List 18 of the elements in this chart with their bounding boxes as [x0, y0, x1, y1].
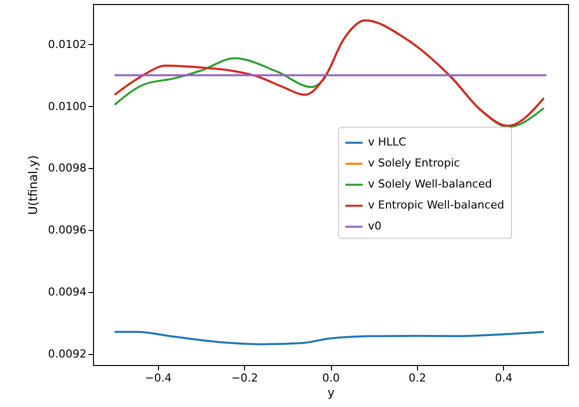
x-tick-label: 0.4	[494, 372, 512, 384]
x-tick-label: −0.4	[144, 372, 172, 384]
legend-label: v HLLC	[368, 136, 407, 149]
legend-label: v0	[368, 220, 382, 233]
legend-label: v Entropic Well-balanced	[368, 198, 504, 212]
y-tick-label: 0.0098	[48, 162, 86, 175]
y-tick-label: 0.0100	[48, 100, 86, 113]
legend-label: v Solely Entropic	[368, 156, 460, 170]
x-tick-label: 0.2	[408, 372, 426, 384]
y-axis-title: U(tfinal,y)	[26, 155, 40, 215]
x-tick-label: 0.0	[322, 372, 340, 384]
y-tick-label: 0.0102	[48, 38, 86, 51]
x-axis-title: y	[327, 386, 335, 400]
y-tick-label: 0.0092	[48, 348, 86, 361]
y-tick-label: 0.0094	[48, 286, 86, 299]
legend-label: v Solely Well-balanced	[368, 178, 492, 191]
y-tick-label: 0.0096	[48, 224, 86, 237]
x-tick-label: −0.2	[231, 372, 258, 384]
